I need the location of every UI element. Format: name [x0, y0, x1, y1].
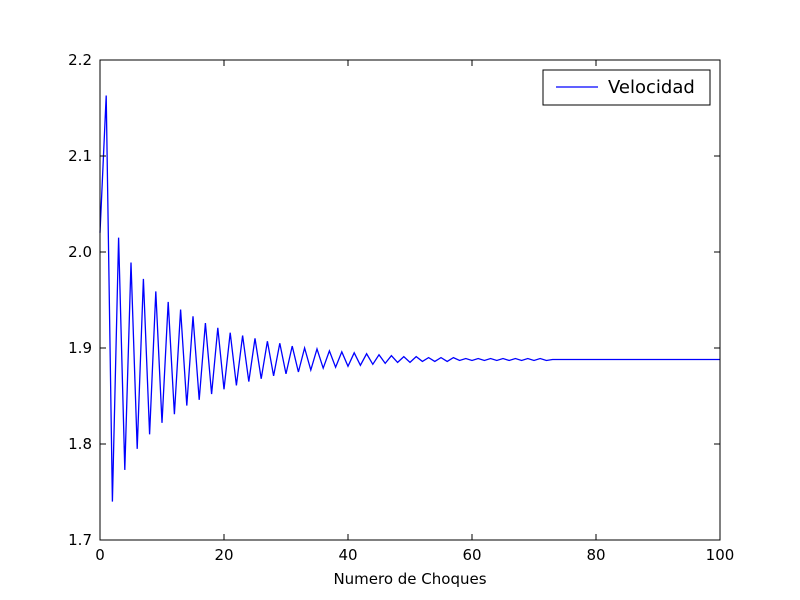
plot-frame	[99, 59, 721, 541]
legend: Velocidad	[542, 69, 711, 106]
y-tick-label: 2.2	[68, 51, 92, 69]
x-axis-label: Numero de Choques	[333, 570, 486, 588]
x-tick-label: 0	[95, 546, 105, 564]
series-line-velocidad	[99, 95, 720, 502]
x-tick-label: 80	[586, 546, 605, 564]
y-tick-label: 1.8	[68, 435, 92, 453]
x-tick-label: 40	[338, 546, 357, 564]
x-tick-label: 60	[462, 546, 481, 564]
y-tick-label: 1.7	[68, 531, 92, 549]
y-tick-label: 1.9	[68, 339, 92, 357]
x-tick-label: 20	[214, 546, 233, 564]
y-tick-label: 2.0	[68, 243, 92, 261]
legend-label-velocidad: Velocidad	[608, 77, 695, 98]
x-tick-label: 100	[706, 546, 735, 564]
plot-area	[100, 60, 720, 540]
y-tick-label: 2.1	[68, 147, 92, 165]
series-layer	[99, 95, 720, 502]
